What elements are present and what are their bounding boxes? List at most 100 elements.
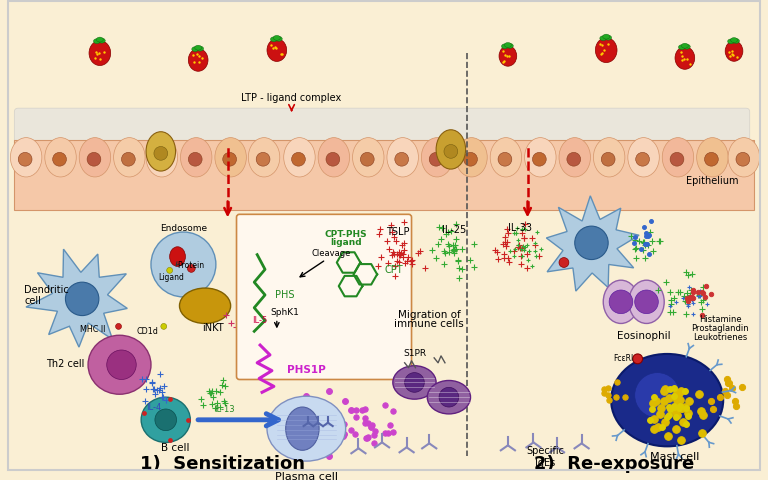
Text: SphK1: SphK1 (270, 308, 299, 316)
Point (502, 254, 514, 262)
Point (236, 314, 248, 322)
Point (672, 403, 684, 411)
Point (498, 254, 511, 262)
Point (369, 427, 382, 434)
Point (270, 45, 283, 52)
Point (696, 288, 708, 296)
Point (652, 286, 664, 294)
Point (696, 311, 708, 319)
Ellipse shape (675, 48, 695, 70)
Text: Th2 cell: Th2 cell (46, 358, 84, 368)
Point (321, 427, 333, 435)
Point (697, 289, 709, 297)
Circle shape (121, 153, 135, 167)
Point (682, 300, 694, 308)
Point (453, 275, 465, 282)
Point (596, 43, 608, 50)
FancyBboxPatch shape (6, 0, 762, 472)
Point (730, 54, 743, 61)
Text: LTP - ligand complex: LTP - ligand complex (241, 93, 342, 103)
Point (324, 421, 336, 429)
Point (301, 432, 313, 440)
Circle shape (636, 153, 650, 167)
Point (643, 231, 655, 239)
Ellipse shape (505, 43, 511, 48)
Ellipse shape (595, 38, 617, 63)
Point (639, 255, 651, 263)
Circle shape (154, 153, 167, 167)
Point (319, 404, 332, 411)
Point (659, 385, 671, 393)
Point (387, 429, 399, 436)
Point (382, 260, 395, 268)
Ellipse shape (627, 138, 659, 178)
Text: IL-25: IL-25 (442, 225, 466, 235)
Point (439, 250, 452, 257)
Point (164, 436, 176, 444)
Text: ligand: ligand (329, 238, 362, 247)
Text: Protein: Protein (177, 261, 205, 269)
Point (349, 407, 362, 414)
Point (687, 299, 700, 307)
Point (511, 241, 524, 249)
Text: cell: cell (24, 295, 41, 305)
Point (327, 413, 339, 420)
Point (193, 59, 205, 67)
Point (345, 406, 357, 414)
Text: TSLP: TSLP (386, 227, 409, 237)
Point (393, 252, 406, 259)
Ellipse shape (681, 44, 688, 49)
Point (93, 50, 105, 58)
Point (669, 408, 681, 415)
Point (442, 240, 455, 248)
Point (680, 289, 693, 297)
Point (157, 382, 170, 390)
Ellipse shape (662, 138, 694, 178)
Point (705, 397, 717, 405)
Circle shape (154, 147, 167, 161)
Point (375, 253, 387, 261)
Point (216, 382, 228, 389)
Point (391, 258, 403, 265)
Circle shape (107, 350, 136, 380)
Circle shape (257, 153, 270, 167)
Point (522, 257, 535, 264)
Point (518, 235, 530, 243)
Point (219, 383, 231, 390)
Point (147, 385, 160, 393)
Point (645, 405, 657, 412)
Point (687, 295, 699, 302)
Text: Dendritic: Dendritic (24, 285, 69, 294)
Point (602, 392, 614, 399)
Point (138, 409, 151, 417)
Point (241, 325, 253, 333)
Point (366, 423, 378, 431)
Point (508, 229, 521, 237)
Point (195, 55, 207, 62)
Point (238, 322, 250, 330)
Point (603, 396, 615, 404)
Point (630, 245, 642, 253)
Ellipse shape (267, 396, 346, 461)
Ellipse shape (248, 138, 280, 178)
Point (311, 412, 323, 420)
Point (89, 55, 101, 62)
Point (653, 238, 665, 246)
Circle shape (167, 268, 173, 274)
Ellipse shape (725, 42, 743, 62)
Point (204, 389, 217, 397)
Point (671, 411, 684, 419)
Point (383, 246, 396, 253)
Point (381, 238, 393, 246)
Point (644, 417, 656, 424)
Text: B cell: B cell (161, 443, 190, 452)
Point (721, 375, 733, 383)
Point (145, 379, 157, 386)
Point (440, 231, 452, 239)
Point (594, 51, 607, 59)
Ellipse shape (141, 397, 190, 443)
Ellipse shape (97, 38, 103, 43)
Point (681, 272, 694, 279)
Point (667, 308, 680, 316)
Point (654, 410, 666, 418)
